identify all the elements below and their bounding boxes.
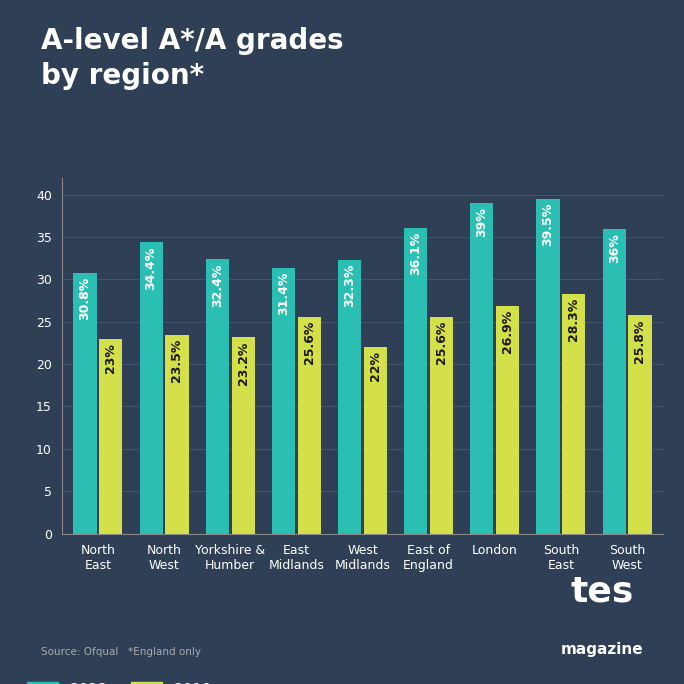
Text: tes: tes: [570, 575, 633, 609]
Bar: [298, 317, 321, 534]
Text: 30.8%: 30.8%: [79, 277, 92, 320]
Bar: [99, 339, 122, 534]
Bar: [629, 315, 652, 534]
Bar: [496, 306, 519, 534]
Bar: [404, 228, 428, 534]
Legend: 2022, 2019: 2022, 2019: [21, 676, 219, 684]
Bar: [364, 347, 387, 534]
Text: 34.4%: 34.4%: [145, 246, 158, 290]
Text: 32.3%: 32.3%: [343, 264, 356, 308]
Bar: [471, 203, 493, 534]
Bar: [140, 242, 163, 534]
Text: 25.8%: 25.8%: [633, 319, 646, 363]
Text: 36%: 36%: [607, 233, 620, 263]
Bar: [562, 294, 586, 534]
Text: 28.3%: 28.3%: [567, 298, 580, 341]
Text: Source: Ofqual   *England only: Source: Ofqual *England only: [41, 646, 201, 657]
Text: A-level A*/A grades
by region*: A-level A*/A grades by region*: [41, 27, 343, 90]
Text: 26.9%: 26.9%: [501, 310, 514, 353]
Text: 32.4%: 32.4%: [211, 263, 224, 306]
Text: 39%: 39%: [475, 207, 488, 237]
Bar: [166, 334, 189, 534]
Text: magazine: magazine: [561, 642, 643, 657]
Bar: [603, 228, 626, 534]
Text: 22%: 22%: [369, 352, 382, 382]
Bar: [338, 260, 361, 534]
Text: 25.6%: 25.6%: [303, 321, 316, 365]
Text: 36.1%: 36.1%: [409, 232, 422, 275]
Bar: [206, 259, 229, 534]
Bar: [272, 267, 295, 534]
Bar: [430, 317, 453, 534]
Text: 39.5%: 39.5%: [542, 203, 555, 246]
Text: 23%: 23%: [105, 343, 118, 373]
Bar: [73, 273, 96, 534]
Bar: [536, 199, 560, 534]
Text: 25.6%: 25.6%: [435, 321, 448, 365]
Text: 23.2%: 23.2%: [237, 341, 250, 384]
Bar: [232, 337, 254, 534]
Text: 23.5%: 23.5%: [170, 339, 183, 382]
Text: 31.4%: 31.4%: [277, 272, 290, 315]
